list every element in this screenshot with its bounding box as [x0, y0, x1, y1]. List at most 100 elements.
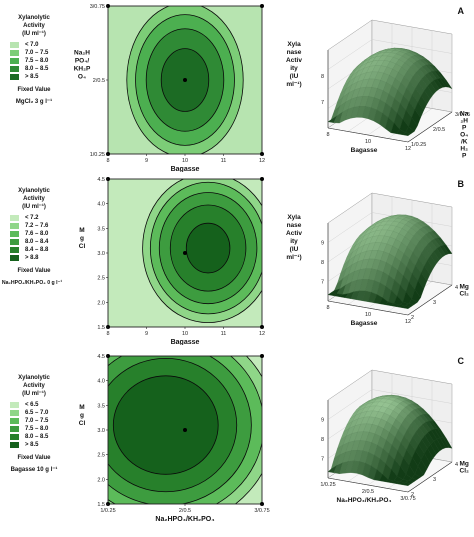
x-axis-label: Bagasse	[171, 339, 200, 345]
legend-swatch	[10, 434, 19, 440]
surface-plot-a: 7881012Bagasse1/0.252/0.53/0.75Na₂HPO₄/K…	[278, 0, 474, 172]
legend-swatch	[10, 50, 19, 56]
panel-letter-c: C	[458, 356, 465, 366]
legend-item-label: < 7.0	[25, 41, 39, 49]
z-tick-label: 7	[321, 280, 324, 286]
panel-letter-a: A	[458, 6, 465, 16]
x-tick-label: 2/0.5	[362, 489, 374, 495]
z-tick-label: 7	[321, 457, 324, 463]
legend-unit: (IU ml⁻¹)	[2, 203, 66, 211]
legend-swatch	[10, 247, 19, 253]
design-point	[183, 251, 187, 255]
y-tick-label: 3.0	[97, 428, 105, 434]
z-axis-label: (IU	[290, 246, 299, 253]
legend-item: 8.0 – 8.5	[10, 65, 66, 73]
z-tick-label: 8	[321, 74, 324, 80]
y-tick-label: 3.5	[97, 226, 105, 232]
fixed-value: Na₂HPO₄/KH₂PO₄ 0 g l⁻¹	[0, 279, 66, 287]
z-tick-label: 9	[321, 241, 324, 247]
legend-swatch	[10, 66, 19, 72]
y-axis-label: Cl	[79, 420, 86, 427]
legend-items: < 7.2 7.2 – 7.6 7.6 – 8.0 8.0 – 8.4 8.4 …	[10, 214, 66, 262]
legend-swatch	[10, 442, 19, 448]
legend-swatch	[10, 231, 19, 237]
x-tick-label: 12	[259, 331, 265, 337]
legend-item: < 6.5	[10, 401, 66, 409]
y-tick-label: 2.0	[97, 477, 105, 483]
legend-swatch	[10, 402, 19, 408]
x-axis-label: Bagasse	[351, 320, 378, 327]
legend-item: < 7.0	[10, 41, 66, 49]
legend-a: Xylanolytic Activity (IU ml⁻¹) < 7.0 7.0…	[2, 14, 66, 106]
y-tick-label: 4.5	[97, 354, 105, 360]
legend-item: 7.0 – 7.5	[10, 417, 66, 425]
z-tick-label: 9	[321, 418, 324, 424]
y-tick-label: 1.5	[97, 325, 105, 331]
x-tick-label: 10	[365, 312, 371, 318]
design-point	[260, 4, 264, 8]
y-axis-label: /K	[461, 139, 468, 146]
x-tick-label: 10	[182, 158, 188, 164]
y-axis-label: O₄	[78, 74, 86, 81]
x-axis-label: Na₂HPO₄/KH₂PO₄	[337, 497, 392, 504]
contour-line	[186, 223, 230, 273]
fixed-value: MgCl₂ 3 g l⁻¹	[2, 98, 66, 106]
y-tick-label: 2	[411, 492, 414, 498]
y-tick-label: 3.5	[97, 403, 105, 409]
legend-item: 8.4 – 8.8	[10, 246, 66, 254]
design-point	[183, 428, 187, 432]
legend-item: > 8.8	[10, 254, 66, 262]
x-tick-label: 11	[221, 331, 227, 337]
legend-item: 7.5 – 8.0	[10, 425, 66, 433]
x-tick-label: 10	[182, 331, 188, 337]
legend-item: 8.0 – 8.4	[10, 238, 66, 246]
y-tick-label: 2.0	[97, 300, 105, 306]
x-tick-label: 9	[145, 158, 148, 164]
y-tick-label: 2/0.5	[93, 78, 105, 84]
panel-letter-b: B	[458, 179, 465, 189]
y-axis-label: KH₂P	[74, 66, 91, 73]
panel-a: Xylanolytic Activity (IU ml⁻¹) < 7.0 7.0…	[0, 0, 474, 172]
x-tick-label: 9	[145, 331, 148, 337]
legend-item-label: 8.0 – 8.5	[25, 433, 48, 441]
legend-title-line2: Activity	[2, 195, 66, 203]
legend-item-label: < 7.2	[25, 214, 39, 222]
y-axis-label: O₄	[460, 132, 468, 139]
legend-b: Xylanolytic Activity (IU ml⁻¹) < 7.2 7.2…	[2, 187, 66, 287]
y-tick-label: 2.5	[97, 276, 105, 282]
x-tick-label: 8	[326, 132, 329, 138]
legend-swatch	[10, 58, 19, 64]
legend-swatch	[10, 223, 19, 229]
legend-item: < 7.2	[10, 214, 66, 222]
y-tick-label: 2.5	[97, 453, 105, 459]
design-point	[183, 78, 187, 82]
y-axis-label: g	[80, 412, 84, 419]
z-axis-label: ity	[290, 238, 298, 245]
x-tick-label: 11	[221, 158, 227, 164]
y-tick-label: 2/0.5	[433, 127, 445, 133]
x-tick-label: 1/0.25	[320, 482, 335, 488]
z-axis-label: ml⁻¹)	[286, 254, 301, 261]
y-axis-label: Mg	[460, 461, 469, 468]
y-tick-label: 4.5	[97, 177, 105, 183]
legend-item: 7.6 – 8.0	[10, 230, 66, 238]
legend-item-label: 7.5 – 8.0	[25, 425, 48, 433]
y-tick-label: 4	[455, 285, 458, 291]
z-axis-label: Xyla	[287, 41, 301, 48]
legend-item-label: 7.2 – 7.6	[25, 222, 48, 230]
z-axis-label: Xyla	[287, 214, 301, 221]
y-axis-label: Mg	[460, 284, 469, 291]
y-axis-label: Na₂H	[74, 50, 90, 57]
y-tick-label: 4.0	[97, 379, 105, 385]
legend-c: Xylanolytic Activity (IU ml⁻¹) < 6.5 6.5…	[2, 374, 66, 474]
panel-b: Xylanolytic Activity (IU ml⁻¹) < 7.2 7.2…	[0, 173, 474, 345]
